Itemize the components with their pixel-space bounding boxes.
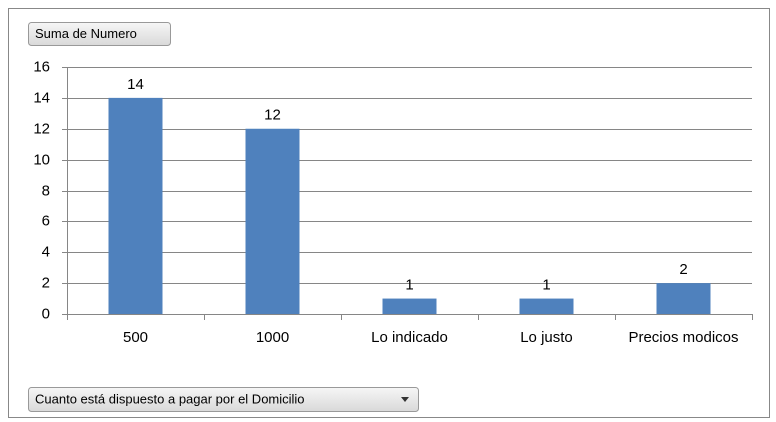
y-tick-label: 4 xyxy=(42,243,50,260)
y-tick-label: 16 xyxy=(33,58,50,75)
y-tick-label: 6 xyxy=(42,212,50,229)
y-tick-label: 2 xyxy=(42,274,50,291)
x-tick-label: Lo justo xyxy=(520,329,573,346)
data-label: 14 xyxy=(127,76,144,93)
bar xyxy=(108,97,163,314)
bar xyxy=(656,283,711,314)
button-box[interactable] xyxy=(28,387,419,412)
x-tick-label: 1000 xyxy=(256,329,289,346)
filter-button-label[interactable]: Cuanto está dispuesto a pagar por el Dom… xyxy=(35,391,305,406)
data-label: 2 xyxy=(679,261,687,278)
y-tick-label: 12 xyxy=(33,120,50,137)
x-tick-label: Precios modicos xyxy=(628,329,738,346)
data-label: 12 xyxy=(264,107,281,124)
y-tick-label: 10 xyxy=(33,151,50,168)
field-button[interactable]: Suma de Numero xyxy=(28,22,171,46)
dropdown-arrow[interactable] xyxy=(401,397,409,402)
x-tick-label: Lo indicado xyxy=(371,329,448,346)
y-tick-label: 8 xyxy=(42,182,50,199)
x-tick-label: 500 xyxy=(123,329,148,346)
y-tick-label: 14 xyxy=(33,89,50,106)
data-label: 1 xyxy=(405,277,413,294)
bar xyxy=(519,298,574,314)
button-box[interactable] xyxy=(28,22,171,46)
filter-button[interactable]: Cuanto está dispuesto a pagar por el Dom… xyxy=(28,387,419,412)
bar xyxy=(382,298,437,314)
data-label: 1 xyxy=(542,277,550,294)
field-button-label[interactable]: Suma de Numero xyxy=(35,26,137,41)
y-tick-label: 0 xyxy=(42,305,50,322)
bar xyxy=(245,128,300,314)
